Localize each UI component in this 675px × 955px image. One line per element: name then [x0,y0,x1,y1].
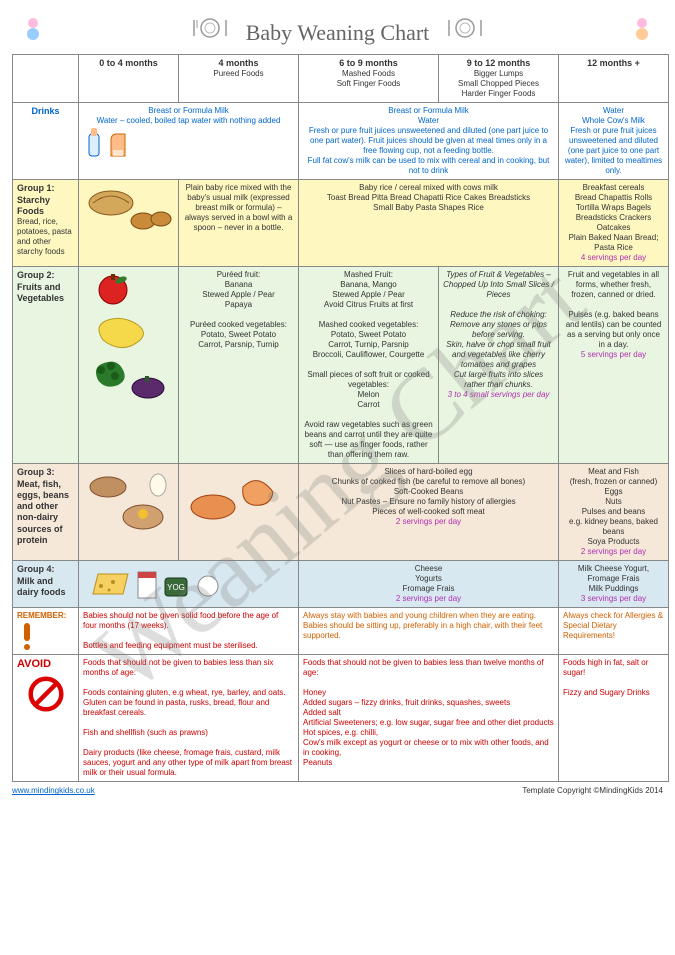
drinks-6-12: Breast or Formula MilkWaterFresh or pure… [299,103,559,180]
col-4: 4 monthsPureed Foods [179,55,299,103]
plate-icon [445,16,485,40]
svg-text:YOG: YOG [167,583,185,592]
g3-12: Meat and Fish(fresh, frozen or canned)Eg… [559,464,669,561]
page-title: Baby Weaning Chart [12,16,663,46]
remember-label: REMEMBER: [13,608,79,655]
g4-6-12: CheeseYogurtsFromage Frais 2 servings pe… [299,561,559,608]
drinks-12: WaterWhole Cow's MilkFresh or pure fruit… [559,103,669,180]
g4-illustration: YOG [79,561,299,608]
g1-6-12: Baby rice / cereal mixed with cows milkT… [299,180,559,267]
baby-icon [20,14,46,40]
exclaim-icon [17,621,74,651]
g2-6-9: Mashed Fruit:Banana, MangoStewed Apple /… [299,267,439,464]
g3-6-12: Slices of hard-boiled eggChunks of cooke… [299,464,559,561]
remember-c: Always check for Allergies & Special Die… [559,608,669,655]
avoid-c: Foods high in fat, salt or sugar! Fizzy … [559,655,669,782]
remember-b: Always stay with babies and young childr… [299,608,559,655]
bottle-icon [83,126,294,162]
g1-4m: Plain baby rice mixed with the baby's us… [179,180,299,267]
row-g4-label: Group 4: Milk and dairy foods [13,561,79,608]
remember-a: Babies should not be given solid food be… [79,608,299,655]
title-text: Baby Weaning Chart [246,20,430,45]
col-12: 12 months + [559,55,669,103]
weaning-table: 0 to 4 months 4 monthsPureed Foods 6 to … [12,54,669,782]
g2-4m: Puréed fruit:BananaStewed Apple / PearPa… [179,267,299,464]
plate-icon [190,16,230,40]
col-6-9: 6 to 9 monthsMashed FoodsSoft Finger Foo… [299,55,439,103]
row-g2-label: Group 2: Fruits and Vegetables [13,267,79,464]
col-0-4: 0 to 4 months [79,55,179,103]
g4-12: Milk Cheese Yogurt, Fromage FraisMilk Pu… [559,561,669,608]
g3-illustration [79,464,179,561]
g1-illustration [79,180,179,267]
avoid-b: Foods that should not be given to babies… [299,655,559,782]
g2-12: Fruit and vegetables in all forms, wheth… [559,267,669,464]
g2-illustration [79,267,179,464]
footer-link[interactable]: www.mindingkids.co.uk [12,786,95,795]
avoid-a: Foods that should not be given to babies… [79,655,299,782]
g2-9-12: Types of Fruit & Vegetables – Chopped Up… [439,267,559,464]
row-g3-label: Group 3: Meat, fish, eggs, beans and oth… [13,464,79,561]
col-9-12: 9 to 12 monthsBigger LumpsSmall Chopped … [439,55,559,103]
no-entry-icon [28,676,64,712]
avoid-label: AVOID [13,655,79,782]
drinks-0-4: Breast or Formula MilkWater – cooled, bo… [79,103,299,180]
g1-12: Breakfast cerealsBread Chapattis RollsTo… [559,180,669,267]
row-g1-label: Group 1: Starchy FoodsBread, rice, potat… [13,180,79,267]
row-drinks-label: Drinks [13,103,79,180]
footer-copyright: Template Copyright ©MindingKids 2014 [522,786,663,795]
baby-icon [629,14,655,40]
g3-illustration-2 [179,464,299,561]
